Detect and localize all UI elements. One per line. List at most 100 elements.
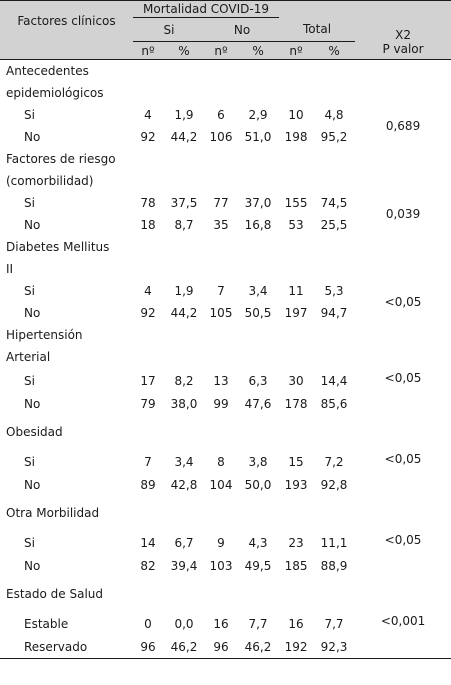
row-label: Si	[24, 535, 35, 550]
data-row: Si 14 6,7 9 4,3 23 11,1 <0,05	[0, 530, 451, 555]
row-label: No	[24, 306, 41, 320]
clinical-factors-table: Factores clínicos Mortalidad COVID-19 Si…	[0, 0, 451, 659]
cell-total-pct: 14,4	[320, 373, 348, 388]
cell-no-n: 7	[217, 284, 225, 298]
cell-total-pct: 92,3	[313, 636, 356, 659]
cell-total-pct: 74,5	[320, 196, 348, 210]
row-label: Si	[24, 454, 35, 469]
cell-total-n: 10	[288, 108, 304, 122]
category-row: Arterial	[0, 346, 451, 368]
row-label: No	[24, 130, 41, 144]
category-row: epidemiológicos	[0, 82, 451, 104]
cell-total-n: 155	[284, 196, 308, 210]
cell-total-pct: 4,8	[324, 108, 344, 122]
cell-no-pct: 4,3	[248, 535, 268, 550]
p-value: <0,05	[384, 295, 422, 309]
data-row: Si 78 37,5 77 37,0 155 74,5 0,039	[0, 192, 451, 221]
cell-no-pct: 3,8	[248, 454, 268, 469]
category-label: Diabetes Mellitus	[6, 240, 110, 254]
cell-no-pct: 46,2	[237, 636, 280, 659]
category-row: Diabetes Mellitus	[0, 236, 451, 258]
row-label: Estable	[24, 616, 69, 631]
row-label: No	[24, 559, 41, 573]
category-row: Factores de riesgo	[0, 148, 451, 170]
cell-total-pct: 95,2	[320, 130, 348, 144]
data-row: Si 7 3,4 8 3,8 15 7,2 <0,05	[0, 449, 451, 474]
cell-si-n: 82	[140, 559, 156, 573]
category-row: Antecedentes	[0, 60, 451, 83]
header-mortalidad: Mortalidad COVID-19	[133, 0, 280, 18]
cell-si-pct: 46,2	[163, 636, 205, 659]
header-x2: X2	[395, 27, 411, 42]
category-label: (comorbilidad)	[6, 174, 94, 188]
cell-si-n: 92	[140, 306, 156, 320]
cell-si-pct: 37,5	[170, 196, 198, 210]
cell-no-pct: 50,0	[244, 478, 272, 492]
cell-total-pct: 92,8	[320, 478, 348, 492]
cell-si-n: 4	[144, 108, 152, 122]
cell-si-n: 4	[144, 284, 152, 298]
header-pct-no: %	[237, 41, 280, 60]
category-row: Estado de Salud	[0, 577, 451, 611]
cell-no-n: 103	[209, 559, 233, 573]
data-row: No 79 38,0 99 47,6 178 85,6	[0, 393, 451, 415]
category-label: Hipertensión	[6, 328, 83, 342]
cell-total-pct: 25,5	[320, 218, 348, 232]
cell-no-pct: 16,8	[244, 218, 272, 232]
cell-total-n: 193	[284, 478, 308, 492]
cell-no-n: 105	[209, 306, 233, 320]
cell-no-n: 6	[217, 108, 225, 122]
cell-total-pct: 85,6	[320, 397, 348, 411]
category-label: Otra Morbilidad	[6, 506, 100, 520]
data-row: Si 17 8,2 13 6,3 30 14,4 <0,05	[0, 368, 451, 393]
header-n-no: nº	[205, 41, 237, 60]
category-row: (comorbilidad)	[0, 170, 451, 192]
category-row: Otra Morbilidad	[0, 496, 451, 530]
header-pct-total: %	[313, 41, 356, 60]
cell-no-pct: 2,9	[248, 108, 268, 122]
cell-si-pct: 6,7	[174, 535, 194, 550]
cell-total-n: 178	[284, 397, 308, 411]
row-label: Si	[24, 108, 35, 122]
cell-si-n: 7	[144, 454, 152, 469]
cell-si-pct: 8,7	[174, 218, 194, 232]
cell-total-pct: 7,7	[324, 616, 344, 631]
cell-si-n: 18	[140, 218, 156, 232]
cell-si-pct: 1,9	[174, 284, 194, 298]
cell-total-n: 23	[288, 535, 304, 550]
cell-si-n: 89	[140, 478, 156, 492]
cell-si-pct: 1,9	[174, 108, 194, 122]
cell-no-n: 106	[209, 130, 233, 144]
row-label: Si	[24, 196, 35, 210]
row-label: No	[24, 218, 41, 232]
cell-si-n: 79	[140, 397, 156, 411]
cell-total-pct: 5,3	[324, 284, 344, 298]
cell-total-n: 197	[284, 306, 308, 320]
cell-no-n: 16	[213, 616, 229, 631]
row-label: No	[24, 478, 41, 492]
cell-total-n: 16	[288, 616, 304, 631]
cell-total-n: 185	[284, 559, 308, 573]
p-value: <0,05	[384, 452, 422, 466]
cell-no-pct: 51,0	[244, 130, 272, 144]
row-label: Si	[24, 373, 35, 388]
cell-total-n: 11	[288, 284, 304, 298]
data-row: No 18 8,7 35 16,8 53 25,5	[0, 214, 451, 236]
category-label: Estado de Salud	[6, 587, 104, 601]
data-row: No 92 44,2 105 50,5 197 94,7	[0, 302, 451, 324]
cell-total-pct: 88,9	[320, 559, 348, 573]
cell-total-pct: 7,2	[324, 454, 344, 469]
p-value: <0,05	[384, 533, 422, 547]
data-row: No 89 42,8 104 50,0 193 92,8	[0, 474, 451, 496]
category-label: II	[6, 262, 14, 276]
data-row: Si 4 1,9 6 2,9 10 4,8 0,689	[0, 104, 451, 133]
cell-no-pct: 37,0	[244, 196, 272, 210]
cell-no-pct: 3,4	[248, 284, 268, 298]
category-label: Arterial	[6, 350, 51, 364]
data-row: Reservado 96 46,2 96 46,2 192 92,3	[0, 636, 451, 659]
cell-no-n: 9	[217, 535, 225, 550]
p-value: 0,039	[385, 207, 421, 221]
cell-no-n: 96	[205, 636, 237, 659]
cell-no-pct: 49,5	[244, 559, 272, 573]
cell-no-n: 77	[213, 196, 229, 210]
